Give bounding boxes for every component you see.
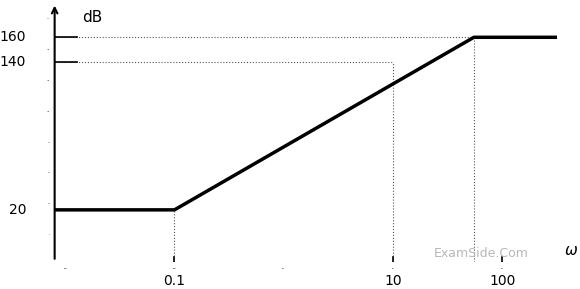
Text: dB: dB [82,10,103,25]
Text: 100: 100 [489,274,516,288]
Text: 140: 140 [0,55,26,69]
Text: 160: 160 [0,30,26,44]
Text: ExamSide.Com: ExamSide.Com [434,247,529,260]
Text: ω: ω [566,243,578,258]
Text: 20: 20 [9,203,26,217]
Text: 10: 10 [384,274,402,288]
Text: 0.1: 0.1 [164,274,186,288]
